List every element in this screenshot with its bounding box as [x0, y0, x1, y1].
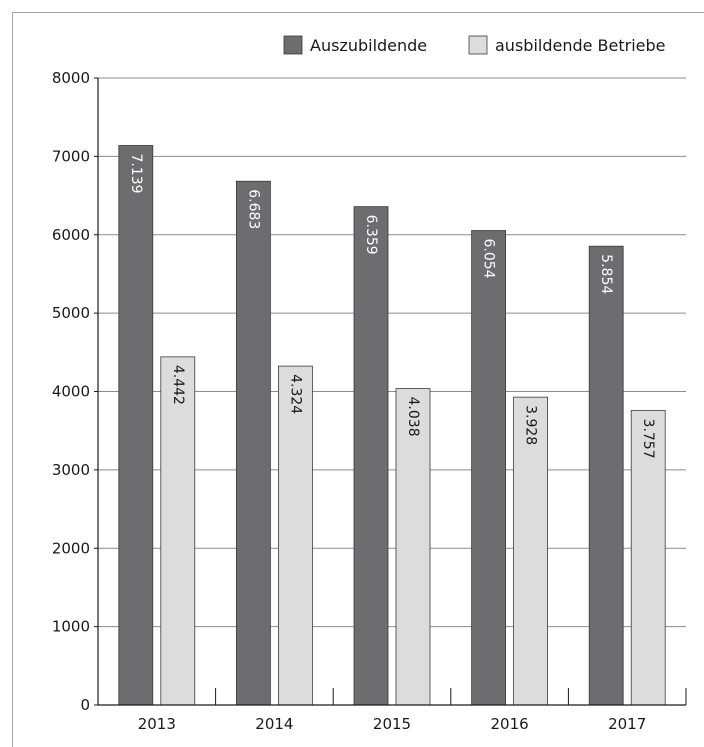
bar-ausbildende-betriebe-2015 — [395, 388, 431, 706]
bar-value-label: 6.359 — [363, 215, 379, 255]
legend-label: ausbildende Betriebe — [495, 36, 666, 55]
x-tick-label: 2014 — [255, 715, 293, 733]
y-tick-label: 5000 — [52, 304, 90, 322]
legend: Auszubildende ausbildende Betriebe — [283, 35, 666, 55]
bars: 7.139 4.442 6.683 4.324 6.359 4.038 6.054 3.928… — [118, 145, 666, 706]
bar-auszubildende-2014 — [235, 180, 271, 706]
bar-value-label: 4.038 — [405, 397, 421, 437]
bar-value-label: 3.757 — [640, 419, 656, 459]
x-axis-tick-labels: 2013 2014 2015 2016 2017 — [138, 715, 647, 733]
y-tick-label: 0 — [80, 696, 90, 714]
y-tick-label: 3000 — [52, 461, 90, 479]
bar-auszubildende-2016 — [471, 230, 507, 706]
bar-auszubildende-2013 — [118, 145, 154, 706]
bar-ausbildende-betriebe-2013 — [160, 356, 196, 706]
bar-value-label: 6.054 — [481, 239, 497, 279]
x-tick-label: 2015 — [373, 715, 411, 733]
bar-value-label: 5.854 — [598, 254, 614, 294]
legend-swatch-auszubildende — [283, 35, 303, 55]
bar-value-label: 3.928 — [523, 405, 539, 445]
x-tick-label: 2013 — [138, 715, 176, 733]
bar-ausbildende-betriebe-2014 — [277, 365, 313, 706]
y-tick-label: 7000 — [52, 147, 90, 165]
bar-value-label: 7.139 — [128, 153, 144, 193]
legend-label: Auszubildende — [310, 36, 427, 55]
y-tick-label: 6000 — [52, 226, 90, 244]
x-tick-label: 2017 — [608, 715, 646, 733]
y-tick-label: 2000 — [52, 539, 90, 557]
axes — [94, 77, 687, 706]
y-tick-label: 1000 — [52, 618, 90, 636]
y-axis-tick-labels: 0 1000 2000 3000 4000 5000 6000 7000 8000 — [52, 69, 90, 714]
y-tick-label: 8000 — [52, 69, 90, 87]
bar-value-label: 6.683 — [245, 189, 261, 229]
bar-auszubildende-2015 — [353, 206, 389, 706]
bar-auszubildende-2017 — [588, 245, 624, 706]
legend-swatch-ausbildende-betriebe — [468, 35, 488, 55]
x-tick-label: 2016 — [491, 715, 529, 733]
y-tick-label: 4000 — [52, 383, 90, 401]
gridlines — [98, 77, 686, 628]
bar-value-label: 4.324 — [287, 374, 303, 414]
bar-value-label: 4.442 — [170, 365, 186, 405]
